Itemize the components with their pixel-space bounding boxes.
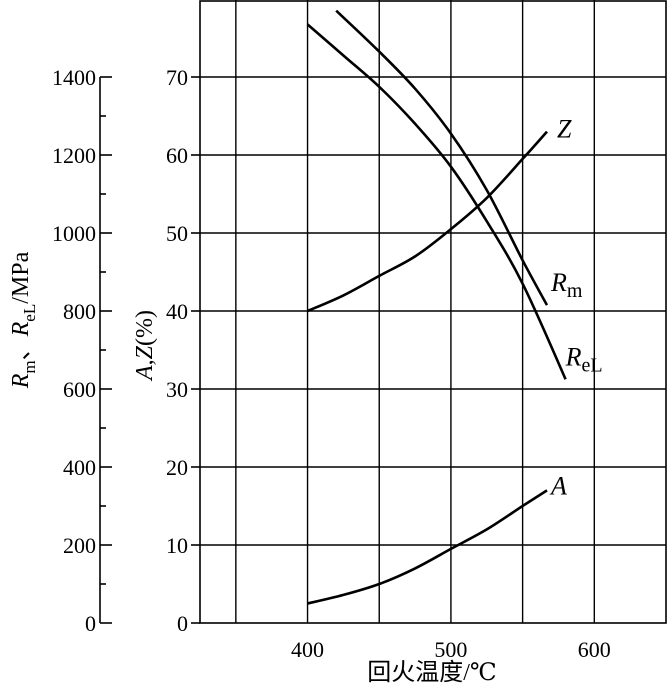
y-right-label-unit: (%)	[132, 310, 158, 346]
grid	[200, 0, 666, 623]
y-right-label-sep: ,	[132, 359, 158, 365]
x-tick-label: 600	[578, 637, 611, 662]
y-left-label-sep: 、	[8, 336, 34, 360]
series-label-main: R	[550, 268, 567, 297]
y-left-label-r1: R	[8, 373, 34, 389]
x-tick-label: 400	[291, 637, 324, 662]
series-label-a: A	[549, 471, 567, 500]
series-label-z: Z	[557, 115, 572, 144]
y-right-axis-label: A,Z(%)	[132, 310, 158, 382]
y-right-tick-label: 10	[166, 533, 188, 558]
series-label-sub: m	[567, 280, 583, 302]
curves	[306, 9, 567, 605]
y-left-tick-label: 800	[63, 299, 96, 324]
series-label-main: R	[565, 342, 582, 371]
y-right-tick-label: 50	[166, 221, 188, 246]
y-left-label-unit: /MPa	[8, 251, 34, 303]
y-left-tick-label: 200	[63, 533, 96, 558]
y-left-label-r2: R	[8, 321, 34, 337]
y-left-tick-label: 0	[85, 611, 96, 636]
y-right-tick-label: 40	[166, 299, 188, 324]
series-label-r-m: Rm	[550, 268, 583, 302]
y-right-tick-label: 60	[166, 143, 188, 168]
y-left-tick-label: 1200	[52, 143, 96, 168]
plot-frame	[199, 0, 667, 624]
x-axis-label: 回火温度/℃	[367, 659, 497, 686]
y-right-tick-label: 70	[166, 65, 188, 90]
axes	[99, 0, 667, 624]
series-line-r-el	[306, 23, 567, 380]
y-right-tick-label: 20	[166, 455, 188, 480]
y-left-label-sub1: m	[20, 360, 39, 373]
series-label-sub: eL	[582, 354, 603, 376]
y-left-label-sub2: eL	[20, 304, 39, 322]
series-line-z	[306, 130, 548, 313]
y-left-tick-label: 1400	[52, 65, 96, 90]
y-right-tick-label: 30	[166, 377, 188, 402]
series-line-a	[307, 489, 548, 605]
y-left-axis-label: Rm、ReL/MPa	[8, 251, 39, 389]
y-left-tick-label: 1000	[52, 221, 96, 246]
y-left-tick-label: 400	[63, 455, 96, 480]
series-label-main: Z	[557, 115, 572, 144]
y-right-tick-label: 0	[177, 611, 188, 636]
labels: 400 500 600 0 10 20 30 40 50 60 70 0 200 400 600 800 100…	[52, 65, 611, 662]
y-right-label-a: A	[132, 365, 158, 382]
y-right-label-z: Z	[132, 345, 158, 359]
series-line-r-m	[335, 9, 549, 306]
series-label-main: A	[549, 471, 567, 500]
series-label-r-el: ReL	[565, 342, 603, 376]
y-left-tick-label: 600	[63, 377, 96, 402]
x-tick-label: 500	[434, 637, 467, 662]
